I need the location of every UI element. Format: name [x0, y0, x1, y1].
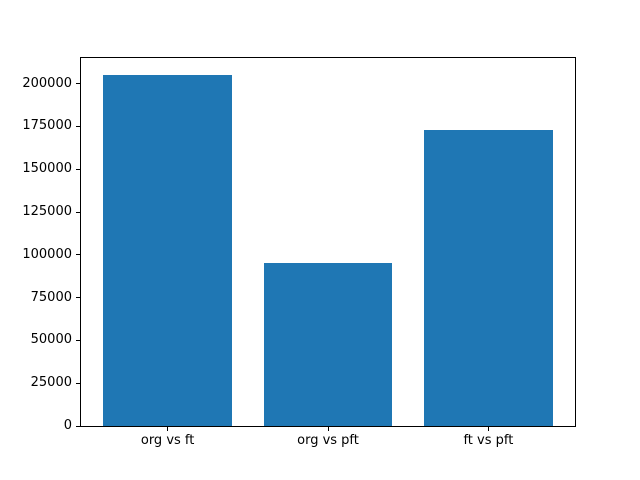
y-tick-label: 25000 — [30, 375, 72, 391]
y-tick-mark — [76, 254, 80, 256]
y-tick-mark — [76, 425, 80, 427]
x-tick-mark — [167, 427, 169, 431]
y-tick-label: 0 — [63, 418, 72, 433]
x-tick-label: org vs ft — [140, 433, 195, 448]
bar-ft-vs-pft — [424, 129, 553, 426]
bar-org-vs-pft — [263, 263, 393, 426]
y-tick-label: 125000 — [22, 204, 72, 220]
bars-container — [81, 58, 575, 426]
y-tick-mark — [76, 297, 80, 299]
y-tick-label: 150000 — [22, 161, 72, 177]
x-tick-mark — [327, 427, 329, 431]
y-tick-mark — [76, 382, 80, 384]
y-tick-label: 100000 — [22, 246, 72, 262]
bar-org-vs-ft — [103, 75, 232, 426]
y-tick-mark — [76, 168, 80, 170]
x-tick-label: org vs pft — [297, 433, 359, 448]
y-tick-mark — [76, 339, 80, 341]
y-tick-label: 200000 — [22, 75, 72, 91]
y-tick-mark — [76, 211, 80, 213]
axes — [80, 57, 576, 427]
y-tick-label: 75000 — [30, 289, 72, 305]
y-tick-label: 50000 — [30, 332, 72, 348]
y-tick-label: 175000 — [22, 118, 72, 134]
x-tick-label: ft vs pft — [463, 433, 514, 448]
y-tick-mark — [76, 83, 80, 85]
x-tick-mark — [487, 427, 489, 431]
y-tick-mark — [76, 125, 80, 127]
